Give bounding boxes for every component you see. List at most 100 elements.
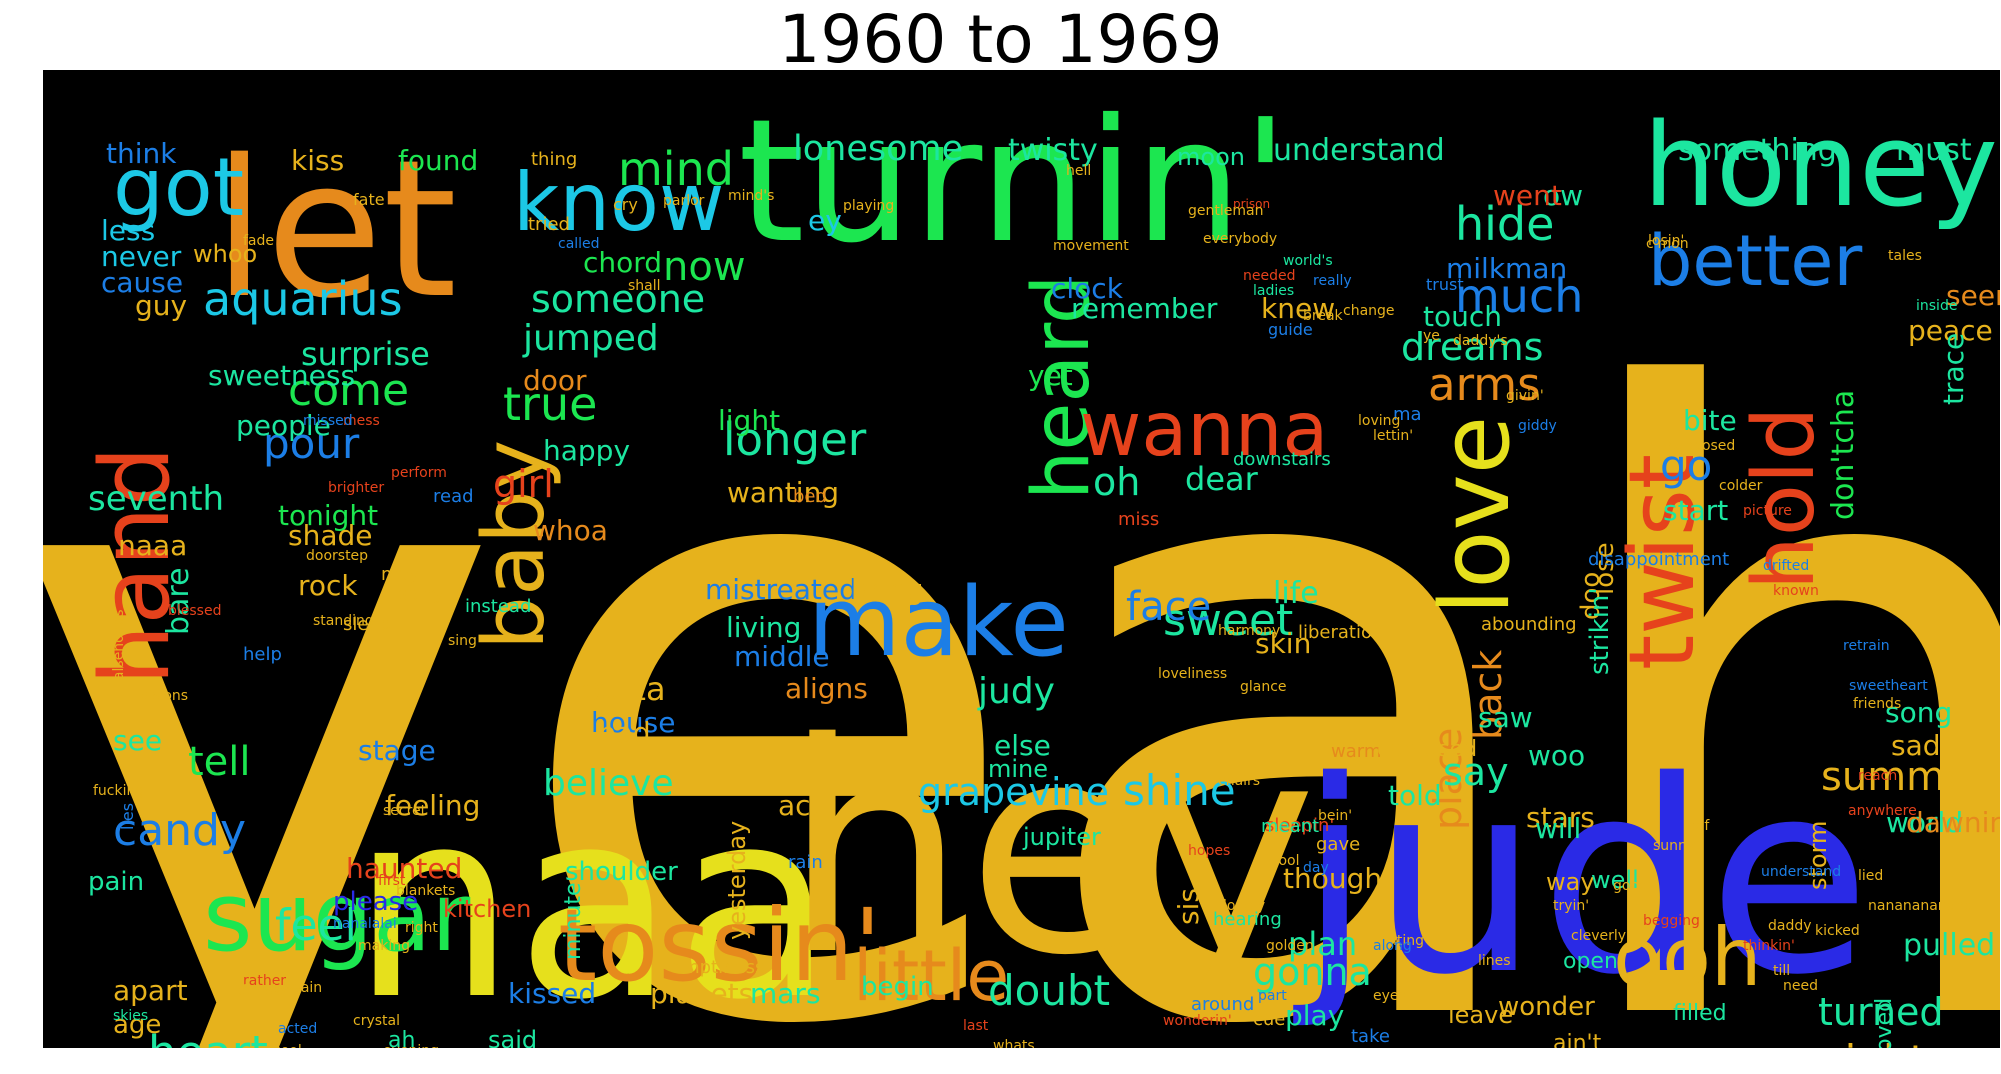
word-dawning: dawning <box>1906 806 2000 839</box>
word-take: take <box>1351 1026 1390 1047</box>
word-open: open <box>1563 949 1618 974</box>
word-night: night <box>1818 1036 1926 1048</box>
word-else: else <box>994 729 1051 762</box>
word-kicked: kicked <box>1815 923 1860 939</box>
word-daddy-s: daddy's <box>1453 333 1508 349</box>
word-start: start <box>1663 494 1728 527</box>
word-glance: glance <box>1240 679 1287 695</box>
word-hand: hand <box>81 446 191 685</box>
word-happy: happy <box>543 434 630 467</box>
word-surprise: surprise <box>301 335 430 373</box>
word-age: age <box>113 1010 161 1040</box>
word-world: world <box>1886 806 1963 839</box>
word-filled: filled <box>1673 1001 1727 1026</box>
word-called: called <box>558 236 600 252</box>
word-make: make <box>808 568 1069 678</box>
word-peace: peace <box>1908 314 1993 347</box>
word-true: true <box>503 377 597 431</box>
word-don-tcha: don'tcha <box>1826 390 1861 520</box>
word-lonesome: lonesome <box>793 129 963 169</box>
word-secret: secret <box>383 803 427 819</box>
word-fate: fate <box>353 190 385 209</box>
word-yeah: ye ah <box>43 222 2000 1048</box>
word-dear: dear <box>1185 460 1259 498</box>
word-way: way <box>1546 868 1595 896</box>
word-falsehoods: falsehoods <box>111 610 127 686</box>
word-break: break <box>1303 308 1344 324</box>
word-never: never <box>101 240 182 273</box>
word-warm: warm <box>1331 741 1381 762</box>
word-bring: bring <box>851 573 924 606</box>
word-lines: lines <box>1478 953 1511 969</box>
word-loveliness: loveliness <box>1158 666 1227 682</box>
word-turnin-: turnin' <box>738 83 1289 281</box>
word-knew: knew <box>1261 292 1335 325</box>
word-living: living <box>726 611 801 644</box>
word-rather: rather <box>243 973 286 989</box>
word-twisty: twisty <box>1008 133 1098 168</box>
word-naa: naa <box>351 755 834 1048</box>
word-oh: oh <box>1093 460 1140 504</box>
word-cool: cool <box>273 1043 302 1048</box>
word-naaa: naaa <box>118 529 187 562</box>
word-first: first <box>378 873 406 889</box>
word-retrain: retrain <box>1843 638 1890 654</box>
word-sleepin-: sleepin' <box>1265 815 1334 836</box>
word-minute: minute <box>561 882 586 960</box>
word-skies: skies <box>113 1008 148 1024</box>
word-jude: jude <box>1290 725 1871 1033</box>
word-inside: inside <box>1916 298 1957 314</box>
word-visions: visions <box>140 688 188 704</box>
word-judy: judy <box>977 671 1055 712</box>
word-may: may <box>381 564 421 585</box>
word-tell: tell <box>188 739 251 785</box>
word-lies: lies <box>118 803 137 830</box>
word-strikin-: strikin' <box>1585 587 1615 675</box>
word-change: change <box>1343 303 1395 319</box>
word-love: love <box>1421 416 1531 615</box>
word-fucking: fucking <box>93 783 144 799</box>
word-anywhere: anywhere <box>1848 803 1917 819</box>
word-planets: planets <box>650 977 753 1010</box>
word-everybody: everybody <box>1203 231 1277 247</box>
word-hearing: hearing <box>1213 909 1282 930</box>
word-must: must <box>1896 133 1972 168</box>
word-pain: pain <box>88 867 144 897</box>
word-touch: touch <box>1423 300 1502 333</box>
word-day: day <box>1303 860 1329 876</box>
word-will: will <box>1535 812 1581 845</box>
word-milkman: milkman <box>1446 252 1567 285</box>
word-doubt: doubt <box>988 966 1110 1015</box>
word-wonderin-: wonderin' <box>1163 1013 1232 1029</box>
word-doorstep: doorstep <box>306 548 368 564</box>
word-ye: ye <box>1423 328 1440 344</box>
word-please: please <box>333 887 418 917</box>
word-sing: sing <box>448 633 477 649</box>
word-woo: woo <box>1528 739 1585 772</box>
word-play: play <box>1285 999 1344 1032</box>
word-twist: twist <box>1610 454 1715 670</box>
word-supposed: supposed <box>1668 438 1735 454</box>
word-bed: bed <box>793 486 827 507</box>
word-friends: friends <box>1853 696 1901 712</box>
word-thought: thought <box>1283 862 1393 895</box>
word-clock: clock <box>1051 272 1124 305</box>
word-hey: hey <box>783 682 1317 1019</box>
word-trace: trace <box>1937 333 1970 405</box>
word-crystal: crystal <box>353 1013 400 1029</box>
word-rock: rock <box>298 569 358 602</box>
word-apart: apart <box>113 974 188 1007</box>
word-back: back <box>1466 650 1510 740</box>
word-haunted: haunted <box>346 852 462 885</box>
word-whoa: whoa <box>533 514 608 547</box>
word-missed: missed <box>303 413 353 429</box>
word-understand: understand <box>1761 864 1841 880</box>
word-c-mon: c'mon <box>1646 236 1689 252</box>
word-jupiter: jupiter <box>1022 823 1101 851</box>
word-baby: baby <box>465 440 564 650</box>
word-loved: loved <box>1872 998 1897 1048</box>
word-understand: understand <box>1273 133 1445 168</box>
word-curtain: curtain <box>273 980 322 996</box>
word-acted: acted <box>278 1021 317 1037</box>
word-last: last <box>963 1018 989 1034</box>
